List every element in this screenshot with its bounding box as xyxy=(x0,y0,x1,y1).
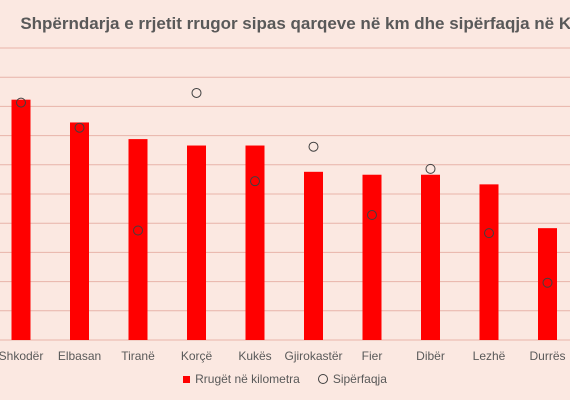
x-tick-label: Elbasan xyxy=(58,349,101,363)
marker-5 xyxy=(250,176,260,187)
bar-3 xyxy=(128,139,148,340)
legend-item-bars: Rrugët në kilometra xyxy=(183,372,300,386)
bar-2 xyxy=(70,122,89,341)
marker-6 xyxy=(308,141,319,152)
legend: Rrugët në kilometra Sipërfaqja xyxy=(0,372,570,386)
bar-8 xyxy=(421,174,440,340)
x-tick-label: Gjirokastër xyxy=(284,349,342,363)
marker-2 xyxy=(74,122,85,133)
marker-9 xyxy=(484,228,494,239)
bar-7 xyxy=(362,174,382,340)
marker-10 xyxy=(542,277,553,288)
marker-7 xyxy=(367,210,377,221)
x-tick-label: Kukës xyxy=(238,349,271,363)
x-tick-label: Korçë xyxy=(181,349,213,363)
legend-label-bars: Rrugët në kilometra xyxy=(195,372,300,386)
chart-title: Shpërndarja e rrjetit rrugor sipas qarqe… xyxy=(20,14,570,33)
x-tick-label: Lezhë xyxy=(473,349,506,363)
x-tick-label: Dibër xyxy=(416,349,445,363)
bar-9 xyxy=(479,184,499,340)
x-tick-label: Shkodër xyxy=(0,349,43,363)
legend-label-markers: Sipërfaqja xyxy=(332,372,387,386)
legend-bar-swatch xyxy=(183,375,191,383)
bar-1 xyxy=(11,99,31,341)
bar-10 xyxy=(538,228,557,340)
marker-8 xyxy=(425,163,436,174)
marker-3 xyxy=(133,225,143,236)
x-tick-label: Durrës xyxy=(529,349,565,363)
bar-4 xyxy=(187,145,206,340)
x-tick-label: Fier xyxy=(362,349,383,363)
bar-5 xyxy=(245,145,265,340)
legend-item-markers: Sipërfaqja xyxy=(317,372,387,386)
marker-4 xyxy=(191,87,202,98)
bar-6 xyxy=(304,171,323,340)
x-tick-label: Tiranë xyxy=(121,349,155,363)
legend-marker-icon xyxy=(317,374,328,384)
marker-1 xyxy=(16,97,26,108)
